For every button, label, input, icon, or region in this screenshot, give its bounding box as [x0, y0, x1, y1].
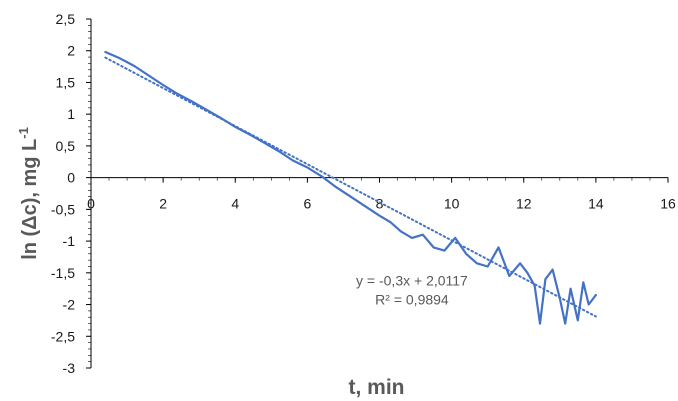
x-tick-label: 6	[303, 196, 311, 212]
data-line	[104, 50, 598, 325]
y-axis-title-superscript: -1	[16, 127, 31, 139]
y-tick-label: 2	[67, 43, 75, 59]
y-axis-title-text: ln (Δc), mg L	[19, 139, 41, 260]
y-tick-label: -0,5	[51, 201, 75, 217]
x-tick-label: 0	[87, 196, 95, 212]
series-group	[104, 50, 598, 325]
trendline-equation: y = -0,3x + 2,0117	[356, 273, 468, 289]
annotations-group: y = -0,3x + 2,0117 R² = 0,9894	[356, 273, 468, 308]
x-tick-label: 8	[376, 196, 384, 212]
x-tick-label: 4	[231, 196, 239, 212]
trendline	[104, 56, 597, 318]
y-tick-label: 0,5	[56, 138, 76, 154]
y-tick-label: -2,5	[51, 328, 75, 344]
y-axis-title: ln (Δc), mg L-1	[16, 127, 41, 260]
r-squared-label: R² = 0,9894	[375, 292, 449, 308]
x-tick-label: 16	[660, 196, 676, 212]
y-tick-label: 0	[67, 170, 75, 186]
y-tick-label: 1,5	[56, 74, 76, 90]
y-tick-label: 1	[67, 106, 75, 122]
x-tick-label: 12	[516, 196, 532, 212]
y-tick-label: -1	[63, 233, 76, 249]
y-tick-label: -2	[63, 297, 76, 313]
y-tick-label: -3	[63, 360, 76, 376]
x-axis-title: t, min	[349, 376, 405, 399]
y-tick-label: 2,5	[56, 11, 76, 27]
y-tick-label: -1,5	[51, 265, 75, 281]
x-tick-label: 2	[159, 196, 167, 212]
axes: 2,5 2 1,5 1 0,5 0 -0,5 -1 -1,5 -2 -2,5 -3 0 2 4 6 8 10 12 1…	[51, 11, 676, 376]
x-tick-label: 10	[444, 196, 460, 212]
x-tick-label: 14	[588, 196, 604, 212]
